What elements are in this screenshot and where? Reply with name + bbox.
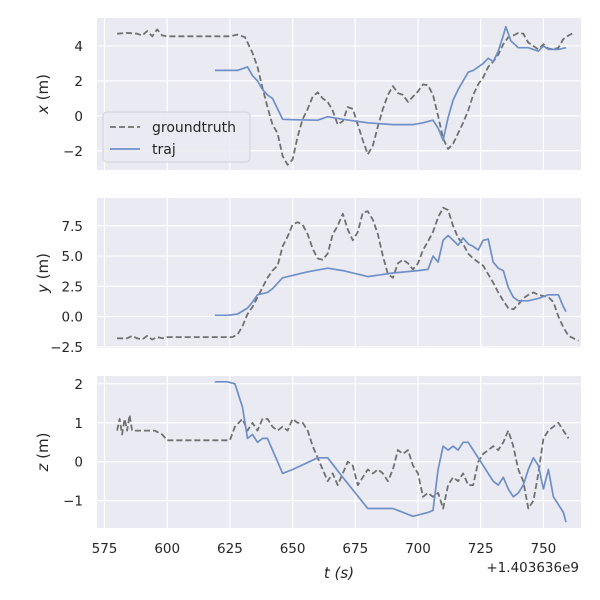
y-tick-label: 2.5 xyxy=(62,279,83,295)
series-line-traj xyxy=(214,25,567,142)
x-offset-label: +1.403636e9 xyxy=(486,560,579,576)
y-axis-label: y (m) xyxy=(34,253,52,294)
x-tick-label: 575 xyxy=(92,541,118,557)
legend: groundtruth traj xyxy=(102,111,251,163)
y-tick-label: 4 xyxy=(74,39,83,55)
series-line-groundtruth xyxy=(117,28,574,166)
y-tick-label: 1 xyxy=(74,416,83,432)
series-line-traj xyxy=(214,380,567,523)
legend-label-traj: traj xyxy=(152,142,176,158)
axes-background xyxy=(97,376,581,528)
panel-1: −2.5 0.0 2.5 5.0 7.5 y (m) xyxy=(34,198,581,356)
y-tick-label: −1 xyxy=(63,494,83,510)
series-line-groundtruth xyxy=(116,414,570,510)
y-tick-label: 0 xyxy=(74,455,83,471)
x-tick-label: 650 xyxy=(280,541,306,557)
y-tick-label: −2 xyxy=(63,144,83,160)
x-tick-label: 750 xyxy=(530,541,556,557)
y-tick-label: 2 xyxy=(74,74,83,90)
y-tick-label: 0 xyxy=(74,109,83,125)
x-tick-label: 625 xyxy=(217,541,243,557)
legend-label-groundtruth: groundtruth xyxy=(152,120,236,136)
x-tick-label: 600 xyxy=(154,541,180,557)
y-tick-label: 5.0 xyxy=(62,249,83,265)
y-axis-label: z (m) xyxy=(34,433,52,473)
y-tick-label: 2 xyxy=(74,377,83,393)
series-line-groundtruth xyxy=(117,206,579,342)
y-tick-label: −2.5 xyxy=(50,340,83,356)
x-tick-label: 675 xyxy=(342,541,368,557)
x-tick-label: 700 xyxy=(405,541,431,557)
y-axis-label: x (m) xyxy=(34,74,52,115)
y-tick-label: 0.0 xyxy=(62,310,83,326)
x-tick-label: 725 xyxy=(468,541,494,557)
x-axis-label: t (s) xyxy=(324,564,354,582)
panel-2: −1 0 1 2 z (m) 575 600 625 650 675 700 725 750 xyxy=(34,376,581,557)
y-tick-label: 7.5 xyxy=(62,219,83,235)
series-line-traj xyxy=(214,234,567,317)
